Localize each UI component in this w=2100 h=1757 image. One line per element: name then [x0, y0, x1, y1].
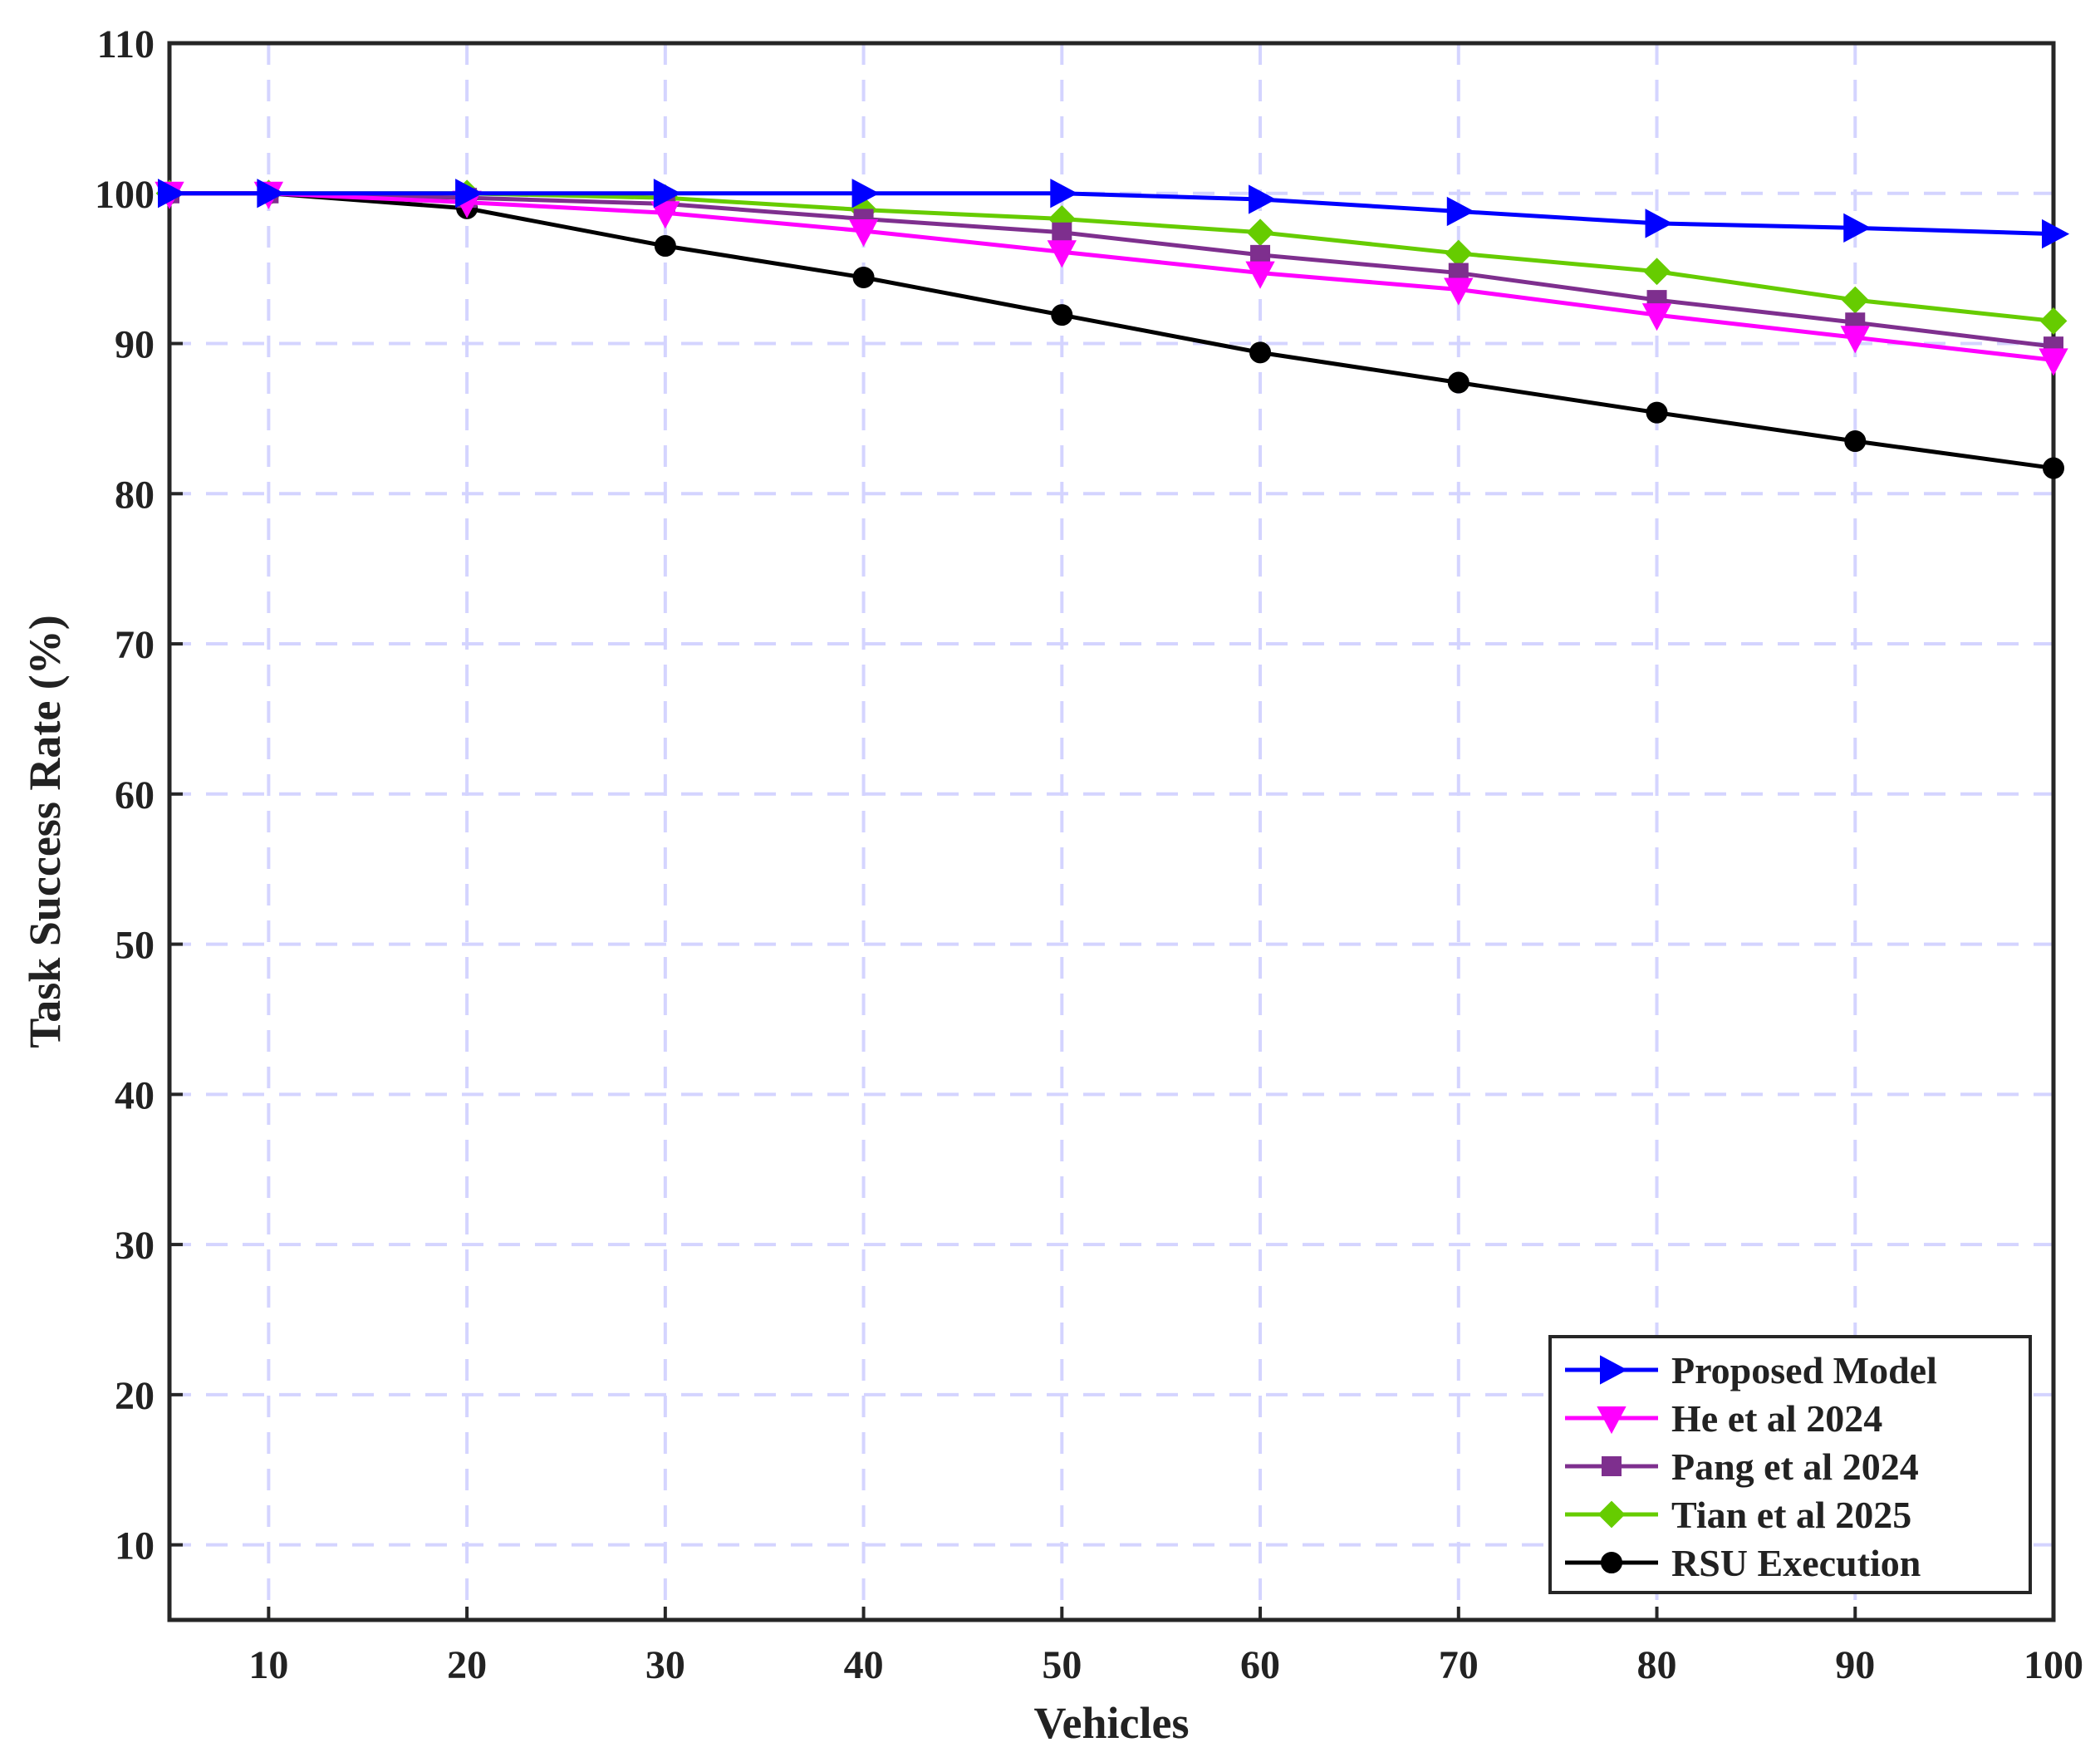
series-1 — [155, 181, 2068, 376]
y-tick-label-7: 80 — [115, 473, 155, 517]
y-tick-label-5: 60 — [115, 773, 155, 817]
series-1-point-5 — [1047, 240, 1077, 268]
legend-item-2: Pang et al 2024 — [1565, 1445, 1919, 1488]
series-4-point-7 — [1447, 371, 1470, 394]
legend-label-1: He et al 2024 — [1671, 1397, 1882, 1440]
x-tick-label-4: 50 — [1042, 1643, 1082, 1687]
series-1-point-10 — [2039, 348, 2068, 376]
x-tick-label-8: 90 — [1835, 1643, 1875, 1687]
legend-marker-0 — [1600, 1355, 1628, 1385]
series-4-point-9 — [1844, 430, 1867, 453]
plot-frame — [167, 41, 2056, 1622]
legend-marker-2 — [1602, 1456, 1622, 1476]
x-axis-title: Vehicles — [1034, 1698, 1190, 1748]
series-0-point-1 — [257, 179, 285, 209]
series-3-point-10 — [2039, 307, 2068, 335]
x-tick-label-2: 30 — [645, 1643, 685, 1687]
legend-label-2: Pang et al 2024 — [1671, 1445, 1919, 1488]
y-tick-label-9: 100 — [95, 173, 155, 217]
series-4-point-8 — [1646, 401, 1668, 424]
series-0-point-8 — [1645, 209, 1673, 238]
series-layer — [155, 179, 2070, 479]
x-tick-label-6: 70 — [1439, 1643, 1479, 1687]
series-1-point-6 — [1245, 261, 1275, 289]
series-0-point-9 — [1843, 213, 1872, 243]
y-tick-label-4: 50 — [115, 924, 155, 968]
series-0-point-4 — [851, 179, 880, 209]
x-tick-label-7: 80 — [1637, 1643, 1677, 1687]
legend-label-3: Tian et al 2025 — [1671, 1494, 1911, 1536]
legend-label-0: Proposed Model — [1671, 1349, 1937, 1391]
legend-label-4: RSU Execution — [1671, 1542, 1921, 1584]
series-4-point-3 — [654, 235, 676, 258]
series-0 — [158, 179, 2070, 249]
series-0-point-6 — [1249, 184, 1277, 214]
series-1-point-9 — [1840, 326, 1870, 354]
series-0-point-2 — [455, 179, 483, 209]
axis-ticks: 10 20 30 40 50 60 70 80 90 100 10 20 30 40 50 60 70 80 90 1… — [95, 22, 2083, 1687]
legend-item-3: Tian et al 2025 — [1565, 1494, 1911, 1536]
y-axis-title: Task Success Rate (%) — [20, 615, 70, 1048]
y-tick-label-3: 40 — [115, 1073, 155, 1117]
series-4-point-4 — [852, 266, 875, 288]
x-tick-label-5: 60 — [1240, 1643, 1280, 1687]
series-4-point-5 — [1051, 304, 1073, 326]
x-tick-label-0: 10 — [248, 1643, 288, 1687]
series-2-point-5 — [1052, 222, 1072, 243]
series-3-point-6 — [1246, 218, 1274, 247]
y-tick-label-6: 70 — [115, 623, 155, 667]
y-tick-label-0: 10 — [115, 1524, 155, 1568]
legend-marker-3 — [1597, 1500, 1626, 1529]
series-4-point-10 — [2043, 457, 2064, 479]
series-4-point-6 — [1249, 341, 1272, 364]
series-3-point-8 — [1643, 258, 1671, 286]
legend-marker-4 — [1601, 1552, 1622, 1573]
legend-item-1: He et al 2024 — [1565, 1397, 1882, 1440]
series-0-point-7 — [1446, 196, 1474, 227]
series-0-point-3 — [653, 179, 681, 209]
legend-item-0: Proposed Model — [1565, 1349, 1937, 1391]
legend-item-4: RSU Execution — [1565, 1542, 1921, 1584]
series-1-point-8 — [1641, 303, 1672, 331]
series-3-point-9 — [1841, 286, 1869, 314]
y-tick-label-10: 110 — [97, 22, 155, 66]
x-tick-label-3: 40 — [844, 1643, 884, 1687]
y-tick-label-2: 30 — [115, 1224, 155, 1268]
series-1-point-3 — [650, 201, 680, 229]
series-0-point-0 — [158, 179, 186, 209]
series-1-point-4 — [848, 218, 879, 248]
x-tick-label-9: 100 — [2024, 1643, 2083, 1687]
series-0-point-10 — [2042, 218, 2070, 249]
y-tick-label-8: 90 — [115, 323, 155, 367]
series-1-point-7 — [1444, 277, 1474, 306]
legend-marker-1 — [1597, 1406, 1627, 1435]
legend: Proposed Model He et al 2024 Pang et al 20… — [1548, 1335, 2032, 1594]
x-tick-label-1: 20 — [447, 1643, 487, 1687]
series-0-point-5 — [1050, 179, 1078, 209]
y-tick-label-1: 20 — [115, 1374, 155, 1418]
